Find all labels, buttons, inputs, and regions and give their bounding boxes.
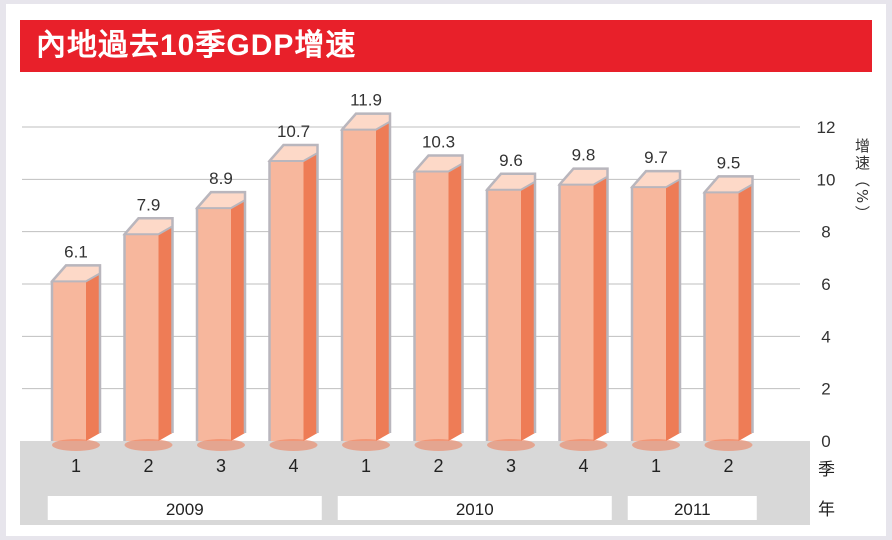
bar-base <box>487 439 535 451</box>
bar-side <box>158 226 173 441</box>
bar-value-label: 9.7 <box>644 148 668 167</box>
x-tick-label: 4 <box>288 456 298 476</box>
bar-base <box>414 439 463 451</box>
chart-title: 內地過去10季GDP增速 <box>36 29 357 62</box>
bar-front <box>414 171 449 441</box>
bar-side <box>448 163 463 441</box>
year-box <box>337 496 612 520</box>
bar-base <box>342 439 390 451</box>
bar-value-label: 9.8 <box>572 146 596 165</box>
bar-side <box>303 153 318 441</box>
y-tick-label: 8 <box>821 223 830 242</box>
bar-side <box>738 184 753 441</box>
bar-value-label: 11.9 <box>350 91 382 110</box>
bar-base <box>52 439 100 451</box>
bar-base <box>124 439 173 451</box>
bar-value-label: 8.9 <box>209 169 233 188</box>
bar-base <box>632 439 680 451</box>
bar-outline <box>485 172 537 441</box>
bar-outline <box>703 175 754 441</box>
bar-outline <box>50 264 102 441</box>
y-axis-label: 增速（%） <box>853 138 871 222</box>
year-label: 2010 <box>456 500 494 519</box>
bar-outline <box>340 112 392 441</box>
bar-outline <box>123 217 174 441</box>
bar-front <box>197 208 231 441</box>
year-label: 2011 <box>674 500 711 519</box>
bar-base <box>269 439 318 451</box>
x-axis-label: 季 <box>818 460 835 480</box>
year-label: 2009 <box>166 500 204 519</box>
x-tick-label: 1 <box>361 456 371 476</box>
x-tick-label: 4 <box>578 456 588 476</box>
bar-side <box>666 179 680 441</box>
year-box <box>627 496 757 520</box>
bar-base <box>559 439 608 451</box>
x-tick-label: 2 <box>723 456 733 476</box>
x-tick-label: 1 <box>71 456 81 476</box>
bar-front <box>342 129 376 441</box>
y-tick-label: 6 <box>821 275 830 294</box>
bar-value-label: 7.9 <box>137 195 161 214</box>
bar-base <box>197 439 245 451</box>
bar-value-label: 9.6 <box>499 151 523 170</box>
bar-front <box>632 187 666 441</box>
bar-front <box>487 189 521 441</box>
bar-front <box>559 184 594 442</box>
bar-value-label: 10.3 <box>422 132 455 151</box>
bar-value-label: 10.7 <box>277 122 310 141</box>
bar-side <box>86 273 100 441</box>
bar-outline <box>268 143 319 441</box>
x-tick-label: 2 <box>143 456 153 476</box>
y-tick-label: 12 <box>817 118 836 137</box>
x-tick-label: 1 <box>651 456 661 476</box>
bar-side <box>376 121 390 441</box>
year-box <box>47 496 322 520</box>
bar-front <box>704 192 739 441</box>
x-tick-label: 3 <box>216 456 226 476</box>
y-tick-label: 4 <box>821 327 830 346</box>
chart-title-bar: 內地過去10季GDP增速 <box>20 20 872 72</box>
bar-value-label: 6.1 <box>64 242 88 261</box>
bar-side <box>521 181 535 442</box>
bar-outline <box>630 169 682 441</box>
y-tick-label: 0 <box>821 432 830 451</box>
year-axis-label: 年 <box>818 500 835 520</box>
bar-outline <box>195 190 247 441</box>
bar-side <box>231 200 245 441</box>
bar-value-label: 9.5 <box>717 153 741 172</box>
y-tick-label: 2 <box>821 380 830 399</box>
bar-front <box>52 281 86 441</box>
x-tick-label: 2 <box>433 456 443 476</box>
bar-outline <box>413 154 464 441</box>
x-tick-label: 3 <box>506 456 516 476</box>
bar-outline <box>558 167 609 441</box>
bar-side <box>593 176 608 442</box>
bar-front <box>124 234 159 441</box>
bar-base <box>704 439 753 451</box>
y-tick-label: 10 <box>817 170 836 189</box>
bar-front <box>269 161 304 441</box>
